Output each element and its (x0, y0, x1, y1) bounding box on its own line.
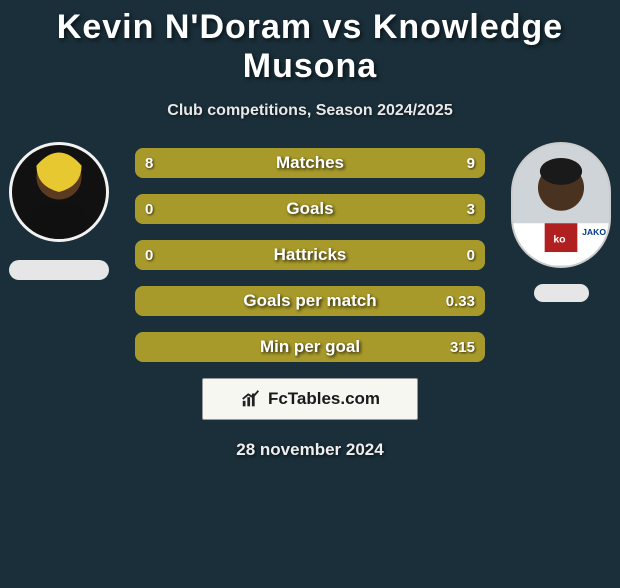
player-right-avatar: ko JAKO (511, 142, 611, 268)
avatar-icon (12, 145, 106, 239)
player-left-avatar (9, 142, 109, 242)
comparison-panel: ko JAKO 89Matches 03Goals 00Hattricks 0.33G… (0, 142, 620, 362)
stat-row: 89Matches (135, 148, 485, 178)
stats-bars: 89Matches 03Goals 00Hattricks 0.33Goals per… (135, 142, 485, 362)
svg-text:ko: ko (553, 233, 566, 245)
stat-row: 315Min per goal (135, 332, 485, 362)
stat-label: Goals per match (135, 286, 485, 316)
player-left-column (4, 142, 114, 280)
avatar-icon: ko JAKO (513, 144, 609, 266)
date-label: 28 november 2024 (0, 440, 620, 460)
chart-icon (240, 388, 262, 410)
player-left-flag (9, 260, 109, 280)
stat-row: 0.33Goals per match (135, 286, 485, 316)
player-right-column: ko JAKO (506, 142, 616, 302)
stat-label: Matches (135, 148, 485, 178)
svg-text:JAKO: JAKO (582, 227, 606, 237)
stat-label: Goals (135, 194, 485, 224)
page-title: Kevin N'Doram vs Knowledge Musona (0, 8, 620, 86)
logo-text: FcTables.com (268, 389, 380, 409)
fctables-logo[interactable]: FcTables.com (202, 378, 418, 420)
player-right-flag (534, 284, 589, 302)
stat-row: 03Goals (135, 194, 485, 224)
stat-row: 00Hattricks (135, 240, 485, 270)
stat-label: Hattricks (135, 240, 485, 270)
stat-label: Min per goal (135, 332, 485, 362)
subtitle: Club competitions, Season 2024/2025 (0, 102, 620, 120)
